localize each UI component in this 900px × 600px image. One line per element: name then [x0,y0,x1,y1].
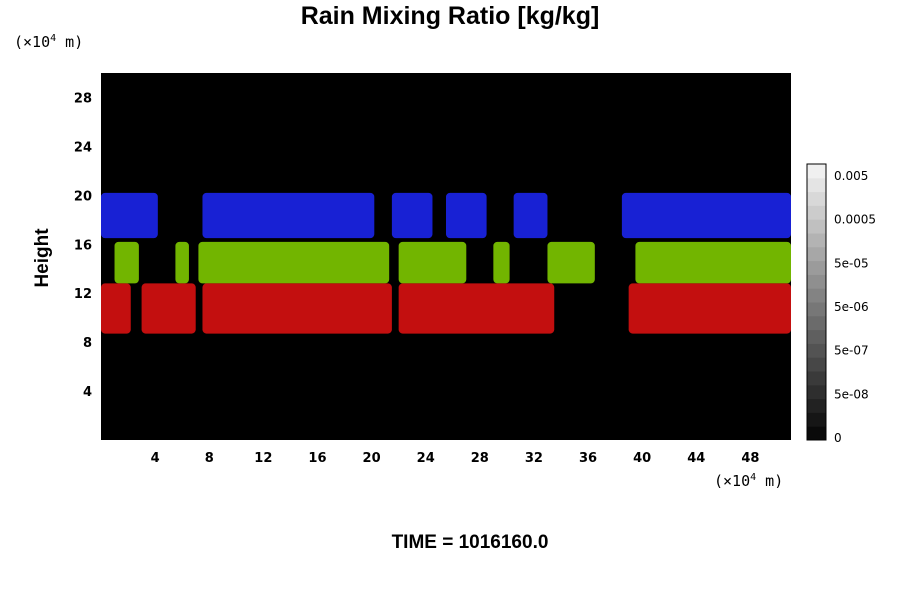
colorbar-tick-label: 5e-07 [834,344,869,358]
colorbar-level [807,357,826,372]
colorbar-frame [806,163,827,441]
x-tick-label: 40 [633,451,651,466]
time-label: TIME = 1016160.0 [391,532,549,553]
colorbar-level [807,164,826,179]
colorbar-level [807,412,826,427]
colorbar-level [807,177,826,193]
colorbar-level [807,191,826,206]
rain-layer-1-segment-1 [175,241,189,284]
x-tick-label: 32 [525,451,543,466]
colorbar-tick-label: 5e-08 [834,387,869,401]
colorbar-level [807,260,826,275]
rain-layer-1-segment-3 [398,241,467,284]
colorbar-level [807,329,826,344]
rain-layer-1-segment-0 [114,241,139,284]
colorbar-level [807,288,826,303]
rain-layer-2-segment-3 [398,283,555,334]
rain-layer-0-segment-3 [446,192,487,239]
colorbar-level [807,343,826,358]
colorbar-level [807,219,826,234]
x-axis-unit: (×104 m) [714,472,784,490]
rain-layer-0-segment-0 [101,192,158,239]
x-tick-label: 12 [254,451,272,466]
x-tick-label: 24 [417,451,435,466]
x-tick-label: 20 [363,451,381,466]
y-axis-label: Height [32,228,53,288]
x-tick-label: 4 [151,451,160,466]
rain-layer-1-segment-2 [198,241,390,284]
x-tick-label: 16 [308,451,326,466]
rain-layer-1-segment-4 [493,241,510,284]
colorbar-level [807,205,826,220]
rain-layer-0-segment-5 [621,192,791,239]
x-tick-label: 8 [205,451,214,466]
colorbar-level [807,315,826,331]
x-tick-label: 36 [579,451,597,466]
y-axis-unit: (×104 m) [14,33,84,51]
y-tick-label: 12 [74,287,92,302]
colorbar-level [807,426,826,441]
y-tick-label: 16 [74,238,92,253]
x-tick-label: 48 [741,451,759,466]
colorbar-tick-label: 0.0005 [834,213,876,227]
colorbar-level [807,384,826,400]
colorbar-level [807,246,826,262]
chart-title: Rain Mixing Ratio [kg/kg] [300,2,600,30]
rain-layer-2-segment-4 [628,283,791,334]
colorbar-level [807,233,826,248]
rain-layer-0-segment-2 [391,192,433,239]
colorbar-level [807,398,826,413]
colorbar-level [807,302,826,317]
colorbar-tick-label: 5e-06 [834,300,869,314]
colorbar-tick-label: 0.005 [834,169,868,183]
rain-layer-1-segment-5 [547,241,595,284]
rain-layer-0-segment-1 [202,192,375,239]
rain-layer-2-segment-2 [202,283,392,334]
x-tick-label: 28 [471,451,489,466]
rain-layer-0-segment-4 [513,192,548,239]
y-tick-label: 4 [83,385,92,400]
colorbar-level [807,274,826,289]
rain-layer-2-segment-1 [141,283,196,334]
x-tick-label: 44 [687,451,705,466]
y-tick-label: 24 [74,140,92,155]
colorbar-tick-label: 5e-05 [834,256,869,270]
y-tick-label: 28 [74,91,92,106]
rain-layer-1-segment-6 [635,241,791,284]
rain-layer-2-segment-0 [101,283,131,334]
y-tick-label: 20 [74,189,92,204]
y-tick-label: 8 [83,336,92,351]
colorbar-tick-label: 0 [834,431,842,445]
colorbar-level [807,371,826,386]
